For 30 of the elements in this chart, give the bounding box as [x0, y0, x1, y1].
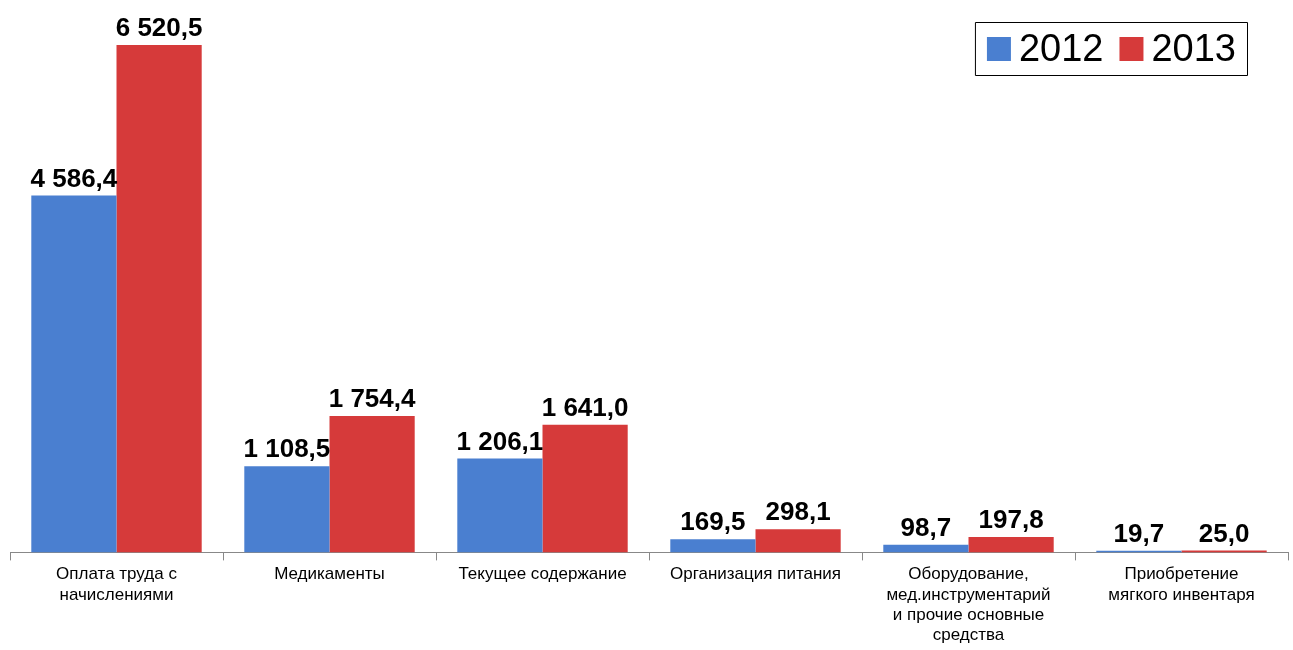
data-label: 1 108,5	[243, 433, 331, 464]
x-tick-label: Приобретение мягкого инвентаря	[1108, 564, 1255, 604]
x-tick-label: Организация питания	[669, 564, 842, 584]
data-label: 298,1	[765, 496, 831, 527]
bar	[329, 415, 415, 553]
data-label: 1 641,0	[541, 391, 629, 422]
bar	[31, 195, 117, 553]
bar	[116, 45, 202, 553]
data-label: 197,8	[978, 504, 1044, 535]
data-label: 25,0	[1198, 517, 1250, 548]
legend-label: 2013	[1151, 27, 1237, 70]
legend-label: 2012	[1018, 27, 1104, 70]
x-tick-label: Медикаменты	[274, 564, 385, 584]
data-label: 4 586,4	[30, 162, 118, 193]
bar	[968, 537, 1054, 553]
bar	[244, 466, 330, 553]
data-label: 169,5	[680, 506, 746, 537]
x-tick-label: Оплата труда с начислениями	[56, 564, 178, 604]
data-label: 1 206,1	[456, 425, 544, 456]
data-label: 6 520,5	[115, 12, 203, 43]
x-tick-label: Текущее содержание	[458, 564, 627, 584]
data-label: 98,7	[900, 511, 952, 542]
bar	[542, 424, 628, 553]
bar	[883, 544, 969, 553]
x-tick-label: Оборудование, мед.инструментарий и прочие основные средства	[886, 564, 1051, 645]
data-label: 1 754,4	[328, 383, 417, 414]
bar	[457, 458, 543, 553]
bar	[670, 539, 756, 553]
data-label: 19,7	[1113, 518, 1165, 549]
bar	[755, 529, 841, 553]
